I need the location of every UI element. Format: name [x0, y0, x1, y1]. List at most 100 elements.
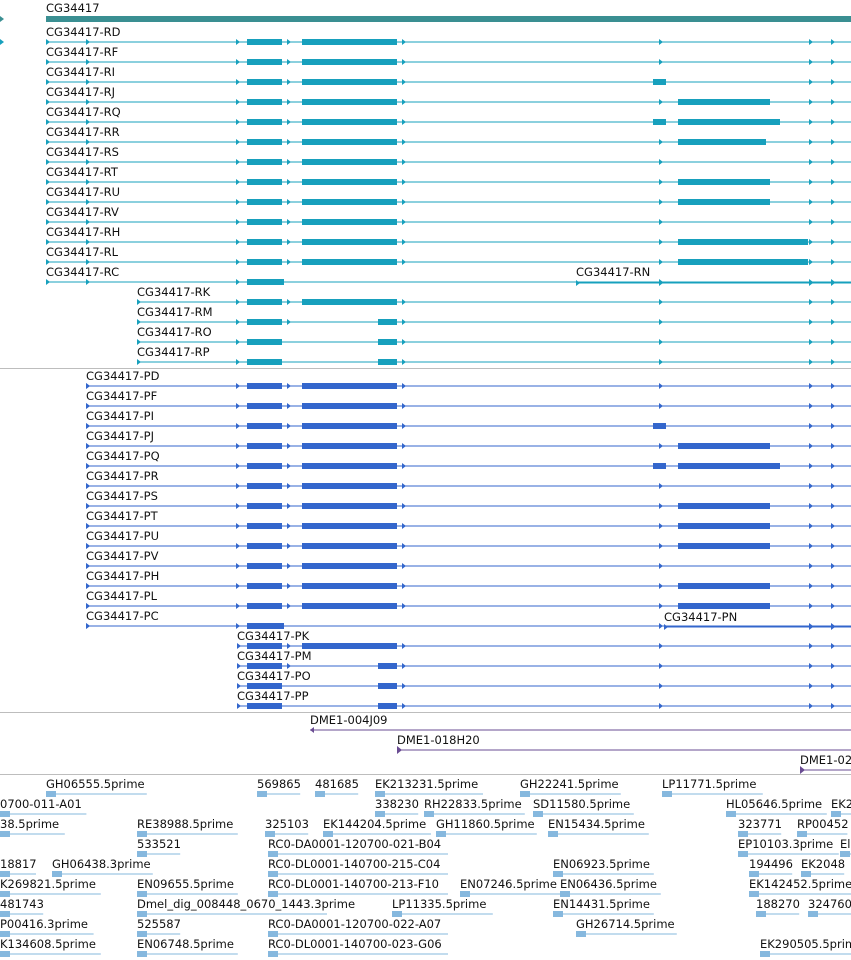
- clone-label[interactable]: DME1-018H20: [397, 733, 480, 747]
- rna-track-label[interactable]: CG34417-RO: [137, 325, 212, 339]
- est-label[interactable]: LP11335.5prime: [392, 897, 487, 911]
- est-label[interactable]: EK2048: [801, 857, 846, 871]
- strand-arrow: [137, 359, 141, 365]
- rna-track-label[interactable]: CG34417-RL: [46, 245, 119, 259]
- est-label[interactable]: RC0-DL0001-140700-215-C04: [268, 857, 441, 871]
- est-label[interactable]: 569865: [257, 777, 301, 791]
- est-label[interactable]: EP10103.3prime: [738, 837, 834, 851]
- protein-track-label[interactable]: CG34417-PO: [237, 669, 311, 683]
- protein-track-label[interactable]: CG34417-PJ: [86, 429, 155, 443]
- est-label[interactable]: GH06555.5prime: [46, 777, 145, 791]
- est-label[interactable]: GH06438.3prime: [52, 857, 151, 871]
- protein-track-label[interactable]: CG34417-PD: [86, 369, 160, 383]
- est-label[interactable]: 324760: [808, 897, 851, 911]
- rna-track-label[interactable]: CG34417-RM: [137, 305, 213, 319]
- strand-arrow: [287, 643, 291, 649]
- est-label[interactable]: Dmel_dig_008448_0670_1443.3prime: [137, 897, 356, 911]
- protein-track-label[interactable]: CG34417-PI: [86, 409, 155, 423]
- strand-arrow: [831, 239, 835, 245]
- protein-extra-label[interactable]: CG34417-PN: [664, 610, 738, 624]
- protein-track-label[interactable]: CG34417-PQ: [86, 449, 160, 463]
- protein-track-label[interactable]: CG34417-PR: [86, 469, 159, 483]
- est-label[interactable]: EK2: [831, 797, 851, 811]
- protein-track-label[interactable]: CG34417-PH: [86, 569, 160, 583]
- rna-track-label[interactable]: CG34417-RR: [46, 125, 120, 139]
- est-label[interactable]: 481685: [315, 777, 359, 791]
- rna-track-label[interactable]: CG34417-RJ: [46, 85, 116, 99]
- est-label[interactable]: EN09655.5prime: [137, 877, 234, 891]
- protein-track-label[interactable]: CG34417-PK: [237, 629, 310, 643]
- est-label[interactable]: LP11771.5prime: [662, 777, 757, 791]
- est-label[interactable]: SD11580.5prime: [533, 797, 631, 811]
- rna-track-label[interactable]: CG34417-RF: [46, 45, 119, 59]
- est-label[interactable]: EK213231.5prime: [375, 777, 479, 791]
- rna-track-label[interactable]: CG34417-RH: [46, 225, 121, 239]
- est-label[interactable]: GH26714.5prime: [576, 917, 675, 931]
- est-label[interactable]: K269821.5prime: [0, 877, 96, 891]
- strand-arrow: [809, 624, 813, 630]
- protein-track-label[interactable]: CG34417-PL: [86, 589, 158, 603]
- est-label[interactable]: HL05646.5prime: [726, 797, 823, 811]
- est-label[interactable]: RC0-DL0001-140700-023-G06: [268, 937, 442, 951]
- est-label[interactable]: GH22241.5prime: [520, 777, 619, 791]
- rna-extra-label[interactable]: CG34417-RN: [576, 265, 651, 279]
- gene-label[interactable]: CG34417: [46, 1, 100, 15]
- exon-block: [302, 443, 397, 449]
- est-label[interactable]: EN14431.5prime: [553, 897, 650, 911]
- rna-track-label[interactable]: CG34417-RI: [46, 65, 116, 79]
- rna-track-label[interactable]: CG34417-RK: [137, 285, 211, 299]
- clone-label[interactable]: DME1-02: [800, 753, 851, 767]
- strand-arrow: [402, 663, 406, 669]
- est-label[interactable]: EK142452.5prime: [749, 877, 851, 891]
- rna-track-label[interactable]: CG34417-RP: [137, 345, 210, 359]
- est-label[interactable]: El: [840, 837, 851, 851]
- clone-label[interactable]: DME1-004J09: [310, 713, 388, 727]
- est-label[interactable]: 18817: [0, 857, 37, 871]
- rna-track-label[interactable]: CG34417-RC: [46, 265, 120, 279]
- est-block: [797, 831, 807, 837]
- est-label[interactable]: GH11860.5prime: [436, 817, 535, 831]
- est-block: [553, 871, 563, 877]
- est-label[interactable]: RE38988.5prime: [137, 817, 234, 831]
- protein-track-label[interactable]: CG34417-PP: [237, 689, 309, 703]
- est-label[interactable]: P00416.3prime: [0, 917, 88, 931]
- est-label[interactable]: EN06748.5prime: [137, 937, 234, 951]
- est-label[interactable]: 38.5prime: [0, 817, 60, 831]
- est-label[interactable]: EN07246.5prime: [460, 877, 557, 891]
- protein-track-label[interactable]: CG34417-PS: [86, 489, 158, 503]
- est-label[interactable]: RP00452: [797, 817, 849, 831]
- est-label[interactable]: RC0-DA0001-120700-021-B04: [268, 837, 442, 851]
- est-label[interactable]: RH22833.5prime: [424, 797, 522, 811]
- est-label[interactable]: 188270: [756, 897, 800, 911]
- rna-track-label[interactable]: CG34417-RV: [46, 205, 119, 219]
- protein-track-label[interactable]: CG34417-PM: [237, 649, 312, 663]
- est-label[interactable]: 0700-011-A01: [0, 797, 82, 811]
- est-label[interactable]: 323771: [738, 817, 782, 831]
- est-label[interactable]: EK144204.5prime: [323, 817, 427, 831]
- est-label[interactable]: 194496: [749, 857, 793, 871]
- rna-track-label[interactable]: CG34417-RQ: [46, 105, 121, 119]
- rna-track-label[interactable]: CG34417-RU: [46, 185, 121, 199]
- est-label[interactable]: EN06436.5prime: [560, 877, 657, 891]
- protein-track-label[interactable]: CG34417-PV: [86, 549, 159, 563]
- rna-track-label[interactable]: CG34417-RS: [46, 145, 119, 159]
- est-label[interactable]: EN15434.5prime: [548, 817, 645, 831]
- protein-track-label[interactable]: CG34417-PC: [86, 609, 159, 623]
- est-label[interactable]: EK290505.5prime: [760, 937, 851, 951]
- est-label[interactable]: K134608.5prime: [0, 937, 96, 951]
- strand-arrow: [402, 643, 406, 649]
- protein-track-label[interactable]: CG34417-PT: [86, 509, 158, 523]
- est-label[interactable]: EN06923.5prime: [553, 857, 650, 871]
- exon-block: [247, 139, 282, 145]
- est-label[interactable]: 481743: [0, 897, 44, 911]
- est-label[interactable]: 325103: [265, 817, 309, 831]
- est-label[interactable]: RC0-DA0001-120700-022-A07: [268, 917, 442, 931]
- protein-track-label[interactable]: CG34417-PF: [86, 389, 158, 403]
- est-label[interactable]: 338230: [375, 797, 419, 811]
- rna-track-label[interactable]: CG34417-RD: [46, 25, 121, 39]
- rna-track-label[interactable]: CG34417-RT: [46, 165, 118, 179]
- protein-track-label[interactable]: CG34417-PU: [86, 529, 160, 543]
- est-label[interactable]: RC0-DL0001-140700-213-F10: [268, 877, 439, 891]
- est-label[interactable]: 533521: [137, 837, 181, 851]
- est-label[interactable]: 525587: [137, 917, 181, 931]
